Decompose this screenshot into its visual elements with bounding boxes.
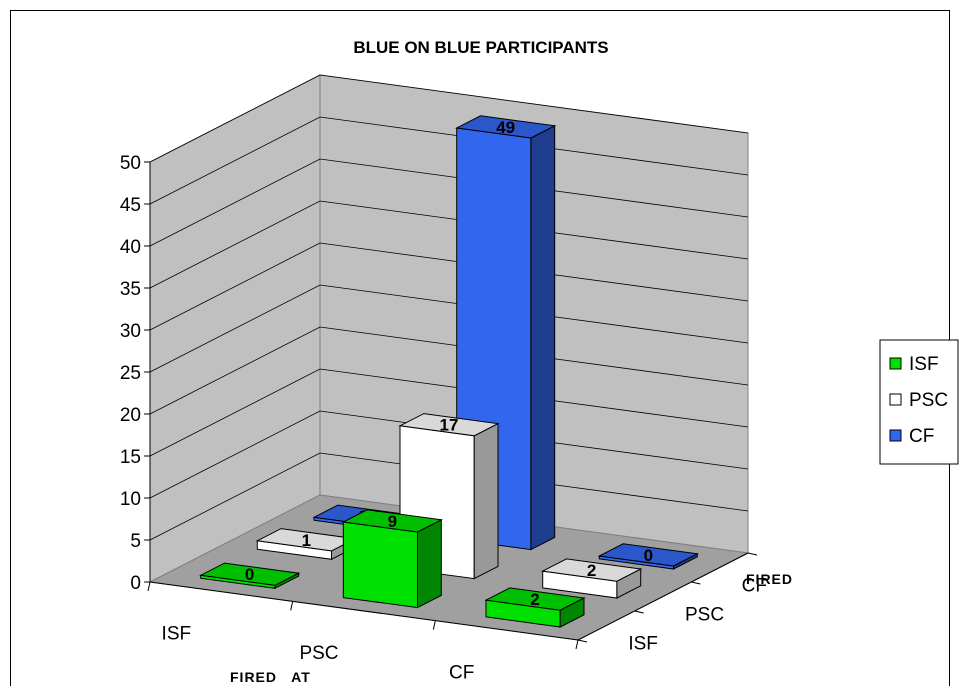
legend-swatch bbox=[889, 393, 902, 406]
x-tick bbox=[575, 639, 579, 650]
y-tick-label: 15 bbox=[120, 447, 141, 468]
gridline bbox=[149, 326, 749, 415]
data-label: 0 bbox=[245, 565, 254, 584]
data-label: 9 bbox=[388, 512, 397, 531]
z-axis-line bbox=[577, 552, 749, 641]
gridline bbox=[149, 410, 749, 499]
x-tick-label: CF bbox=[449, 662, 474, 683]
z-axis: ISF PSC CF bbox=[577, 552, 767, 655]
bar-top bbox=[199, 562, 301, 586]
x-tick-label: ISF bbox=[162, 624, 192, 645]
bar-side bbox=[530, 124, 556, 551]
gridline bbox=[149, 452, 749, 541]
gridline bbox=[149, 158, 749, 247]
y-tick-label: 5 bbox=[130, 531, 141, 552]
y-tick-label: 40 bbox=[120, 237, 141, 258]
z-tick bbox=[577, 639, 588, 643]
legend-label: CF bbox=[909, 426, 934, 447]
y-axis: 0 5 10 15 20 25 30 35 40 45 50 bbox=[120, 153, 151, 594]
bar-front bbox=[342, 521, 418, 609]
z-tick-label: PSC bbox=[685, 605, 724, 626]
bar-top bbox=[484, 587, 586, 611]
bar-side bbox=[473, 422, 499, 580]
data-label: 1 bbox=[302, 531, 311, 550]
data-label: 17 bbox=[440, 416, 459, 435]
bar-isf-isf: 0 bbox=[199, 562, 301, 590]
y-tick-label: 50 bbox=[120, 153, 141, 174]
x-axis-title: FIRED AT bbox=[230, 669, 311, 685]
legend-label: PSC bbox=[909, 390, 948, 411]
x-tick-label: PSC bbox=[299, 643, 338, 664]
chart-gridlines bbox=[149, 74, 749, 541]
data-label: 49 bbox=[496, 118, 515, 137]
bar-isf-psc: 9 bbox=[341, 509, 443, 609]
data-label: 2 bbox=[587, 561, 596, 580]
x-axis-line bbox=[149, 581, 579, 641]
z-tick bbox=[634, 610, 644, 614]
y-tick-label: 35 bbox=[120, 279, 141, 300]
z-axis-title: FIRED bbox=[746, 571, 793, 587]
y-tick-label: 20 bbox=[120, 405, 141, 426]
y-tick-label: 0 bbox=[130, 573, 141, 594]
x-tick bbox=[432, 620, 436, 630]
data-label: 2 bbox=[530, 590, 539, 609]
gridline bbox=[149, 116, 749, 205]
bar-top bbox=[541, 558, 643, 582]
y-tick-label: 10 bbox=[120, 489, 141, 510]
x-tick bbox=[147, 581, 151, 592]
bar-side bbox=[417, 518, 442, 609]
y-tick-label: 30 bbox=[120, 321, 141, 342]
y-tick-label: 25 bbox=[120, 363, 141, 384]
legend-swatch bbox=[889, 357, 902, 370]
legend-swatch bbox=[889, 429, 902, 442]
bar-top bbox=[398, 413, 500, 437]
legend: ISF PSC CF bbox=[879, 339, 959, 465]
bar-cf-cf: 0 bbox=[597, 543, 699, 570]
gridline bbox=[149, 368, 749, 457]
gridline bbox=[149, 284, 749, 373]
bar-top bbox=[455, 115, 557, 139]
bar-top bbox=[597, 543, 699, 567]
y-tick-label: 45 bbox=[120, 195, 141, 216]
z-tick bbox=[691, 581, 701, 585]
x-axis: ISF PSC CF bbox=[147, 581, 579, 683]
bar-psc-cf: 2 bbox=[541, 558, 643, 599]
chart-title: BLUE ON BLUE PARTICIPANTS bbox=[353, 38, 608, 57]
legend-label: ISF bbox=[909, 354, 939, 375]
bar-isf-cf: 2 bbox=[484, 587, 586, 628]
gridline bbox=[149, 200, 749, 289]
x-tick bbox=[290, 601, 294, 611]
gridline bbox=[149, 242, 749, 331]
z-tick-label: CF bbox=[742, 576, 767, 597]
data-label: 0 bbox=[644, 546, 653, 565]
z-tick bbox=[747, 552, 758, 556]
gridline bbox=[149, 74, 749, 163]
z-tick-label: ISF bbox=[628, 634, 658, 655]
bar-top bbox=[341, 509, 443, 533]
